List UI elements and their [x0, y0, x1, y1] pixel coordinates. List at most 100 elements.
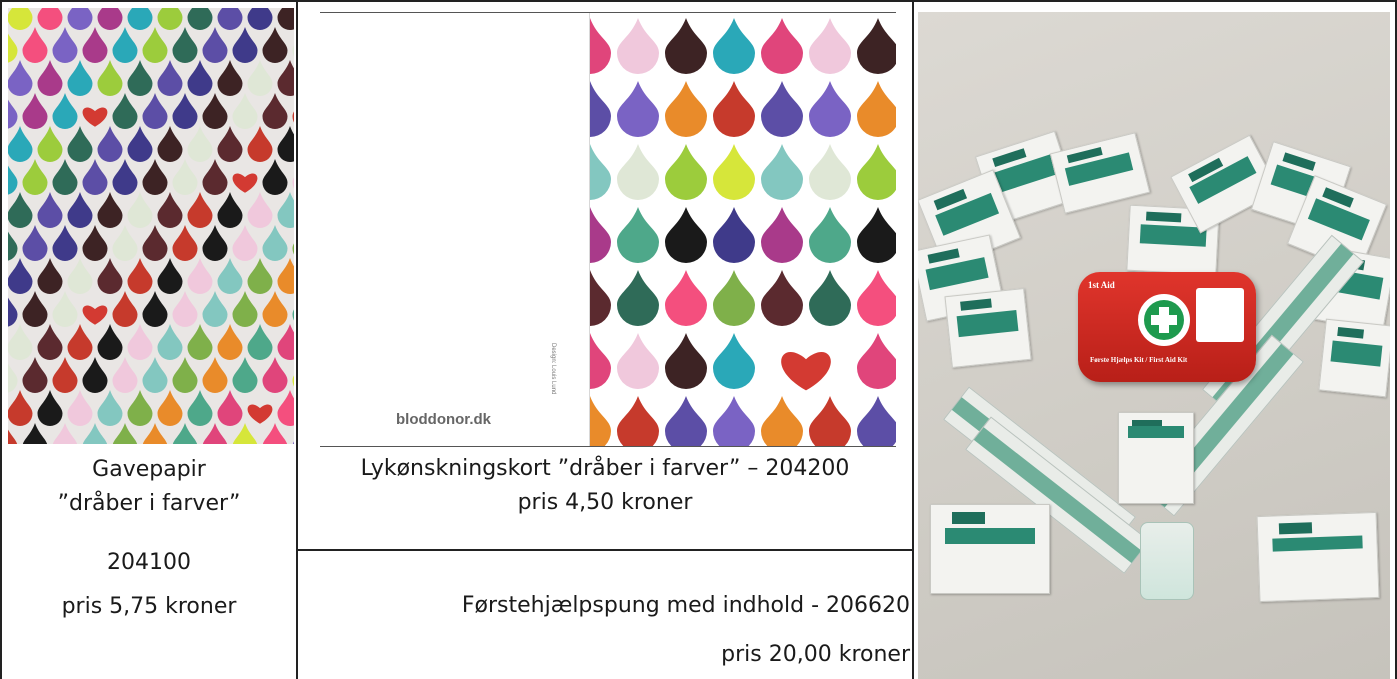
drop-shape — [617, 81, 659, 137]
drop-shape — [142, 291, 168, 327]
drop-shape — [187, 126, 213, 162]
card-brand-text: bloddonor.dk — [396, 411, 491, 428]
drop-shape — [187, 60, 213, 96]
drop-shape — [8, 231, 18, 261]
drop-shape — [262, 423, 288, 444]
drop-shape — [217, 8, 243, 30]
drop-shape — [142, 357, 168, 393]
drop-shape — [97, 192, 123, 228]
drop-shape — [262, 225, 288, 261]
drop-shape — [809, 81, 851, 137]
drop-shape — [277, 258, 294, 294]
drop-shape — [262, 291, 288, 327]
divider-left — [296, 0, 298, 679]
drop-shape — [713, 18, 755, 74]
drop-shape — [22, 159, 48, 195]
border-top — [0, 0, 1397, 2]
drop-shape — [22, 27, 48, 63]
drop-shape — [142, 423, 168, 444]
drop-shape — [665, 270, 707, 326]
drop-shape — [22, 291, 48, 327]
drop-shape — [127, 8, 153, 30]
drop-shape — [202, 159, 228, 195]
drop-shape — [67, 324, 93, 360]
drop-shape — [809, 270, 851, 326]
drop-shape — [262, 27, 288, 63]
drop-shape — [202, 27, 228, 63]
drop-shape — [8, 390, 33, 426]
drop-shape — [8, 33, 18, 63]
drop-shape — [97, 60, 123, 96]
drop-shape — [82, 357, 108, 393]
drop-shape — [52, 225, 78, 261]
drop-shape — [590, 396, 611, 446]
pouch-cross-icon — [1144, 300, 1184, 340]
drop-shape — [590, 333, 611, 389]
drop-shape — [82, 423, 108, 444]
drop-shape — [617, 333, 659, 389]
drop-shape — [590, 207, 611, 263]
drop-shape — [809, 207, 851, 263]
drop-shape — [590, 144, 611, 200]
drop-shape — [8, 429, 18, 444]
drop-shape — [52, 93, 78, 129]
drop-shape — [665, 333, 707, 389]
drop-shape — [202, 93, 228, 129]
drop-shape — [590, 270, 611, 326]
wipe-packet — [944, 288, 1032, 368]
drop-shape — [22, 93, 48, 129]
drop-shape — [292, 309, 294, 321]
drop-shape — [187, 324, 213, 360]
drop-shape — [52, 423, 78, 444]
drop-shape — [172, 357, 198, 393]
drop-shape — [82, 225, 108, 261]
drop-shape — [292, 243, 294, 255]
drop-shape — [37, 192, 63, 228]
drop-shape — [172, 225, 198, 261]
drop-shape — [232, 93, 258, 129]
drop-shape — [665, 207, 707, 263]
drop-shape — [37, 324, 63, 360]
drop-shape — [127, 390, 153, 426]
drop-shape — [172, 159, 198, 195]
greeting-card-image: bloddonor.dk Design: Louis Lund — [320, 12, 896, 447]
heart-shape — [82, 107, 108, 127]
drop-shape — [809, 396, 851, 446]
drop-shape — [292, 111, 294, 123]
drop-shape — [665, 396, 707, 446]
drop-shape — [857, 144, 896, 200]
drop-shape — [761, 207, 803, 263]
pouch-brand-label: 1st Aid — [1088, 280, 1115, 290]
drop-shape — [97, 324, 123, 360]
drop-shape — [172, 93, 198, 129]
divider-right — [912, 0, 914, 679]
drop-shape — [22, 225, 48, 261]
sponge-packet — [1256, 511, 1380, 603]
drop-shape — [112, 291, 138, 327]
drop-shape — [247, 8, 273, 30]
drop-shape — [217, 126, 243, 162]
first-aid-photo: 1st Aid Første Hjælps Kit / First Aid Ki… — [918, 12, 1390, 679]
drop-shape — [8, 363, 18, 393]
drop-shape — [857, 207, 896, 263]
card-cell-bottom — [296, 549, 914, 551]
heart-shape — [232, 173, 258, 193]
drop-shape — [142, 27, 168, 63]
drop-shape — [247, 192, 273, 228]
drop-shape — [37, 258, 63, 294]
drop-shape — [247, 126, 273, 162]
drop-shape — [97, 258, 123, 294]
drop-shape — [713, 81, 755, 137]
drop-shape — [713, 333, 755, 389]
drop-shape — [277, 60, 294, 96]
drop-shape — [157, 324, 183, 360]
drop-shape — [809, 18, 851, 74]
gloves-packet — [1118, 412, 1194, 504]
drop-shape — [617, 18, 659, 74]
drop-shape — [112, 159, 138, 195]
card-drops-pattern — [590, 18, 896, 446]
drop-shape — [82, 27, 108, 63]
drop-shape — [292, 177, 294, 189]
drop-shape — [247, 258, 273, 294]
drop-shape — [97, 390, 123, 426]
